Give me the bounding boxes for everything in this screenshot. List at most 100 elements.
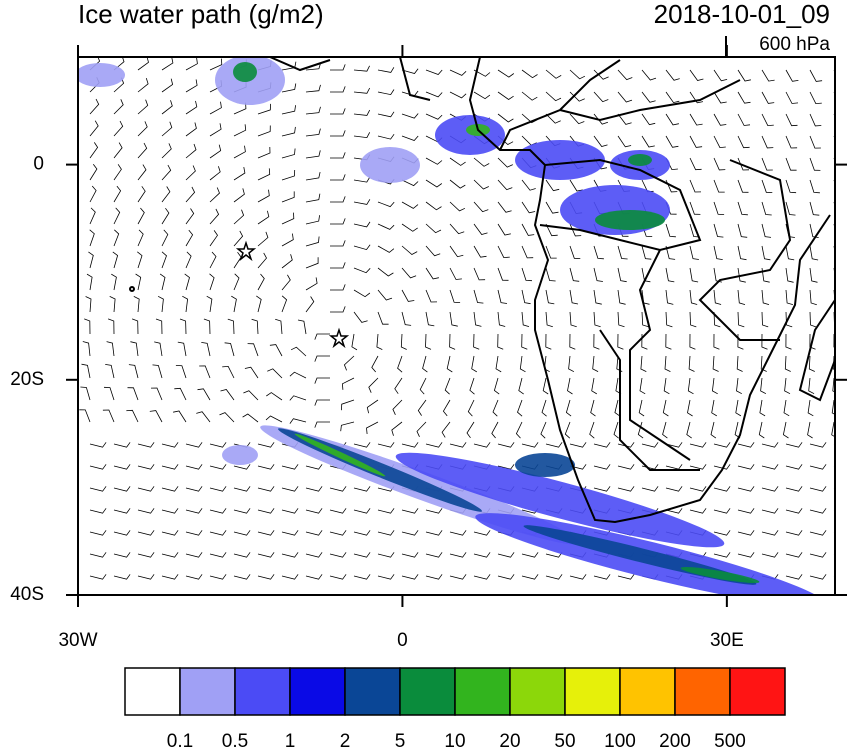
wind-barb xyxy=(233,530,251,536)
wind-barb xyxy=(209,208,220,225)
wind-barb xyxy=(185,229,194,247)
wind-barb xyxy=(737,223,748,238)
wind-barb xyxy=(127,387,139,401)
wind-barb xyxy=(785,442,803,448)
wind-barb xyxy=(161,207,170,225)
wind-barb xyxy=(713,333,720,350)
wind-barb xyxy=(613,421,619,439)
coastlines xyxy=(129,57,835,524)
wind-barb xyxy=(567,377,573,395)
wind-barb xyxy=(128,364,139,379)
wind-barb xyxy=(689,91,704,104)
wind-barb xyxy=(330,86,346,93)
wind-barb xyxy=(737,113,751,126)
wind-barb xyxy=(305,296,315,313)
time: 2018-10-01_09 xyxy=(654,0,830,29)
wind-barb xyxy=(377,574,395,580)
wind-barb xyxy=(400,333,407,350)
wind-barb xyxy=(761,486,779,492)
wind-barb xyxy=(809,267,818,283)
x-tick-label: 0 xyxy=(397,630,408,651)
wind-barb xyxy=(689,113,703,126)
wind-barb xyxy=(161,186,171,203)
wind-barb xyxy=(425,289,438,303)
colorbar-box xyxy=(399,667,456,716)
wind-barb xyxy=(257,168,271,181)
wind-barb xyxy=(161,486,179,492)
wind-barb xyxy=(736,377,742,395)
wind-barb xyxy=(541,399,547,417)
wind-barb xyxy=(713,486,731,492)
wind-barb xyxy=(185,122,197,137)
wind-barb xyxy=(341,399,355,411)
wind-barb xyxy=(521,333,528,350)
wind-barb xyxy=(449,201,466,212)
wind-barb xyxy=(89,508,107,514)
wind-barb xyxy=(593,91,609,103)
wind-barb xyxy=(155,318,163,335)
wind-barb xyxy=(617,135,632,148)
wind-barb xyxy=(761,552,779,558)
colorbar-label: 500 xyxy=(714,731,746,750)
wind-barb xyxy=(305,128,321,137)
wind-barb xyxy=(371,355,379,373)
colorbar-label: 200 xyxy=(659,731,691,750)
wind-barb xyxy=(737,464,755,470)
wind-barb xyxy=(197,388,211,401)
wind-barb xyxy=(377,442,395,448)
wind-barb xyxy=(105,364,115,379)
wind-barb xyxy=(113,120,124,137)
wind-barb xyxy=(473,333,480,350)
wind-barb xyxy=(377,111,395,118)
wind-barb xyxy=(809,530,827,536)
wind-barb xyxy=(209,574,227,580)
wind-barb xyxy=(831,421,835,438)
wind-barb xyxy=(736,355,743,372)
wind-barb xyxy=(353,267,371,274)
colorbar-label: 0.5 xyxy=(222,731,248,750)
wind-barb xyxy=(449,311,458,327)
wind-barb xyxy=(330,108,346,115)
wind-barb xyxy=(617,442,635,448)
wind-barb xyxy=(569,91,585,102)
wind-barb xyxy=(442,399,451,417)
wind-barb xyxy=(593,311,601,328)
wind-barb xyxy=(257,231,269,247)
wind-barb xyxy=(833,487,835,489)
wind-barb xyxy=(305,257,319,269)
wind-barb xyxy=(617,91,633,103)
wind-barb xyxy=(593,442,611,448)
wind-barb xyxy=(832,355,835,371)
wind-barb xyxy=(713,113,727,126)
wind-barb xyxy=(209,101,222,115)
wind-barb xyxy=(422,355,428,373)
wind-barb xyxy=(161,164,172,181)
wind-barb xyxy=(353,552,371,558)
wind-barb xyxy=(150,387,163,401)
wind-barb xyxy=(785,311,793,328)
wind-barb xyxy=(417,399,427,416)
wind-barb xyxy=(785,245,795,261)
wind-barb xyxy=(713,157,726,171)
wind-barb xyxy=(368,377,379,393)
wind-barb xyxy=(161,57,174,71)
wind-barb xyxy=(233,464,251,470)
wind-barb xyxy=(617,333,624,350)
wind-barb xyxy=(737,442,755,448)
wind-barb xyxy=(425,552,443,558)
wind-barb xyxy=(689,442,707,448)
wind-barb xyxy=(545,223,558,237)
wind-barb xyxy=(425,442,443,448)
wind-barb xyxy=(281,105,296,115)
wind-barb xyxy=(137,207,145,225)
wind-barb xyxy=(113,486,131,492)
wind-barb xyxy=(343,355,355,371)
wind-barb xyxy=(713,245,723,260)
wind-barb xyxy=(353,87,371,94)
wind-barb xyxy=(209,464,227,470)
wind-barb xyxy=(185,530,203,536)
wind-barb xyxy=(617,574,635,580)
wind-barb xyxy=(206,295,213,313)
wind-barb xyxy=(161,442,179,448)
wind-barb xyxy=(641,486,659,492)
